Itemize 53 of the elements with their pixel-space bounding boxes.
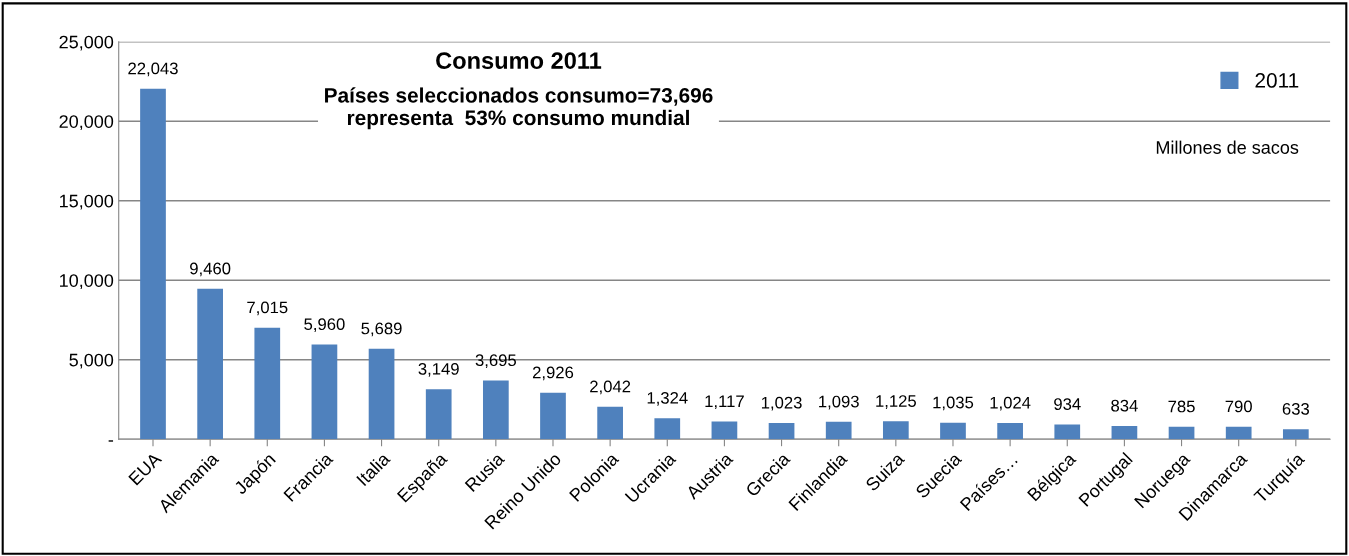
data-label: 790 [1225, 400, 1252, 413]
data-label: 9,460 [190, 262, 231, 277]
y-tick-label: 20,000 [59, 115, 114, 131]
data-label: 1,324 [647, 391, 688, 406]
bar [654, 418, 681, 440]
bar [1282, 429, 1309, 440]
bar [197, 288, 223, 440]
data-label: 3,149 [418, 362, 459, 377]
data-label: 834 [1111, 399, 1138, 412]
bar [368, 348, 395, 440]
data-label: 1,125 [876, 395, 916, 409]
data-label: 22,043 [128, 62, 178, 77]
data-label: 785 [1168, 400, 1195, 413]
bar [254, 327, 281, 440]
bar [597, 406, 623, 440]
bar [768, 422, 795, 440]
data-label: 1,093 [819, 395, 859, 410]
legend-label: 2011 [1255, 73, 1299, 88]
bar [540, 392, 566, 440]
data-label: 5,689 [361, 322, 402, 337]
data-label: 633 [1282, 402, 1309, 415]
data-label: 1,024 [990, 396, 1031, 411]
y-tick-label: - [108, 440, 114, 442]
data-label: 1,035 [933, 396, 974, 411]
bar [425, 389, 452, 440]
bar [1168, 426, 1195, 440]
chart-title: Consumo 2011 [436, 52, 602, 69]
data-label: 7,015 [247, 301, 288, 316]
bar [140, 88, 166, 440]
y-tick-label: 5,000 [69, 353, 114, 369]
bar [311, 344, 338, 440]
data-label: 3,695 [475, 354, 516, 369]
data-label: 2,926 [532, 366, 574, 381]
bar [882, 421, 909, 440]
annotation: Millones de sacos [1156, 140, 1299, 154]
bar [1111, 425, 1138, 440]
y-tick-label: 25,000 [59, 35, 114, 51]
data-label: 2,042 [590, 380, 631, 395]
bar [1054, 424, 1081, 440]
bar [940, 422, 966, 440]
data-label: 1,117 [705, 395, 744, 410]
bar [711, 421, 738, 440]
y-tick-label: 15,000 [60, 194, 114, 210]
bar [1225, 426, 1252, 440]
bar [482, 380, 509, 440]
text: Países seleccionados consumo=73,696 representa 53% consumo mundial [325, 87, 713, 130]
bar [997, 422, 1023, 440]
data-label: 934 [1054, 398, 1081, 410]
bar [825, 421, 852, 440]
y-tick-label: 10,000 [60, 274, 114, 290]
data-label: 1,023 [761, 396, 802, 411]
x-tick-label: EUA [128, 451, 163, 486]
data-label: 5,960 [304, 318, 345, 333]
